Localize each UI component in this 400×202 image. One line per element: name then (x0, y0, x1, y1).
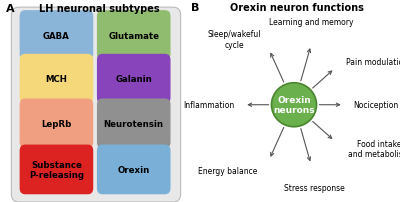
FancyBboxPatch shape (97, 145, 170, 194)
Text: Neurotensin: Neurotensin (104, 119, 164, 128)
Text: Energy balance: Energy balance (198, 166, 258, 175)
Text: Food intake
and metabolism: Food intake and metabolism (348, 139, 400, 158)
Text: Sleep/wakeful
cycle: Sleep/wakeful cycle (207, 30, 261, 49)
FancyBboxPatch shape (20, 99, 93, 148)
FancyBboxPatch shape (97, 11, 170, 61)
FancyBboxPatch shape (20, 55, 93, 104)
Ellipse shape (272, 83, 316, 127)
Text: Galanin: Galanin (115, 75, 152, 84)
Text: Glutamate: Glutamate (108, 31, 159, 40)
Text: LH neuronal subtypes: LH neuronal subtypes (39, 4, 160, 14)
Text: A: A (6, 4, 14, 14)
Text: Stress response: Stress response (284, 183, 345, 192)
Text: Orexin neuron functions: Orexin neuron functions (230, 2, 364, 13)
FancyBboxPatch shape (97, 55, 170, 104)
FancyBboxPatch shape (11, 8, 181, 202)
Text: Orexin
neurons: Orexin neurons (273, 96, 315, 115)
FancyBboxPatch shape (20, 11, 93, 61)
Text: GABA: GABA (43, 31, 70, 40)
Text: Learning and memory: Learning and memory (269, 18, 353, 27)
Text: Pain modulation: Pain modulation (346, 57, 400, 66)
Text: LepRb: LepRb (41, 119, 72, 128)
Text: Nociception: Nociception (354, 101, 399, 110)
Text: Orexin: Orexin (118, 165, 150, 174)
Text: B: B (191, 2, 200, 13)
Text: MCH: MCH (46, 75, 67, 84)
FancyBboxPatch shape (97, 99, 170, 148)
Text: Inflammation: Inflammation (183, 101, 234, 110)
FancyBboxPatch shape (20, 145, 93, 194)
Text: Substance
P-releasing: Substance P-releasing (29, 160, 84, 179)
